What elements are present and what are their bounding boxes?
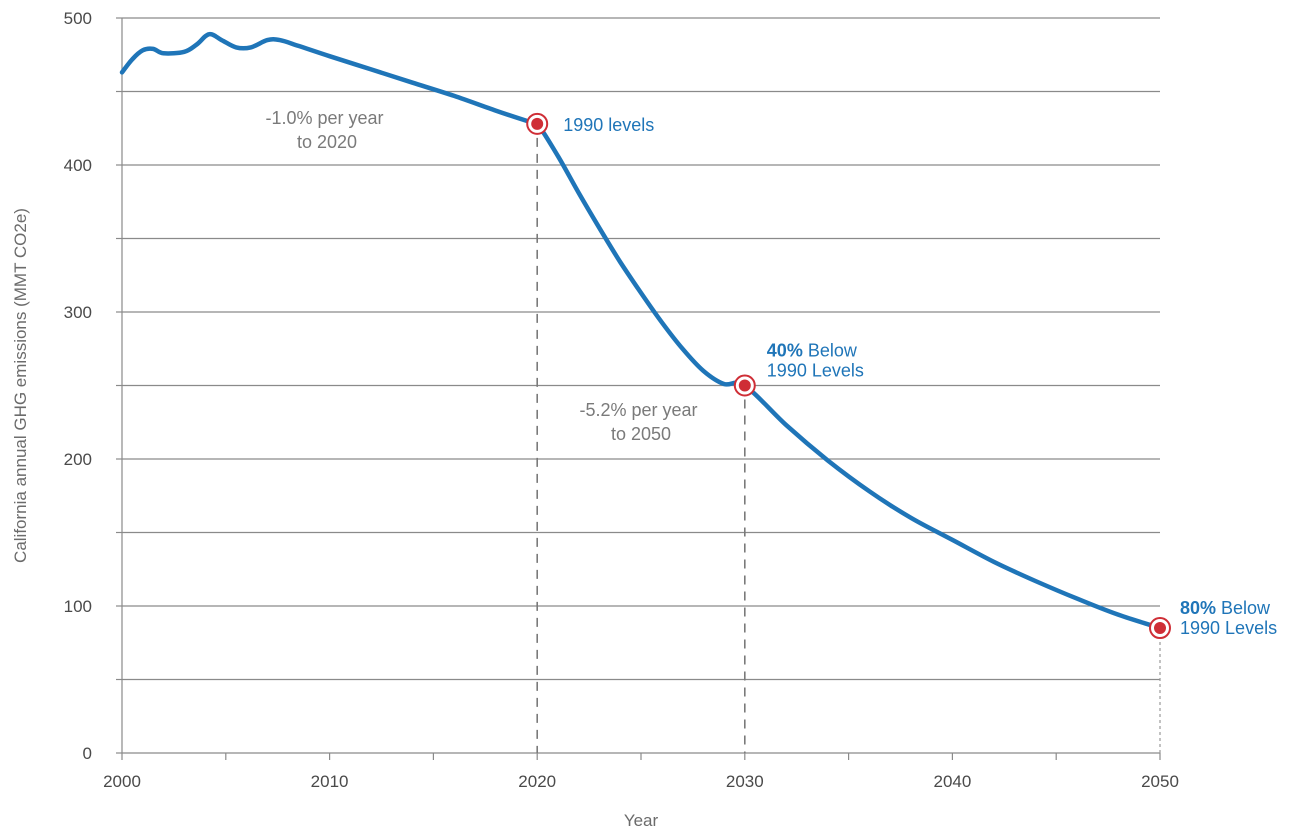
milestone-label-2050-percent: 80% xyxy=(1180,598,1216,618)
y-tick-label-300: 300 xyxy=(64,303,92,322)
y-tick-label-200: 200 xyxy=(64,450,92,469)
y-axis-title: California annual GHG emissions (MMT CO2… xyxy=(11,208,30,563)
y-tick-label-0: 0 xyxy=(83,744,92,763)
x-axis-title: Year xyxy=(624,811,659,830)
x-tick-label-2050: 2050 xyxy=(1141,772,1179,791)
y-tick-label-500: 500 xyxy=(64,9,92,28)
milestone-label-2020-text: 1990 levels xyxy=(563,115,654,135)
milestone-marker-2050 xyxy=(1154,622,1166,635)
milestone-label-2030-line2: 1990 Levels xyxy=(767,361,864,381)
milestone-label-2030-rest: Below xyxy=(803,341,858,361)
milestone-marker-2020 xyxy=(531,117,544,130)
x-tick-label-2000: 2000 xyxy=(103,772,141,791)
x-tick-label-2020: 2020 xyxy=(518,772,556,791)
x-tick-label-2040: 2040 xyxy=(933,772,971,791)
annotation-rate-2020-line1: -1.0% per year xyxy=(265,108,383,128)
milestone-label-2020: 1990 levels xyxy=(563,115,654,135)
milestone-markers xyxy=(526,112,1171,640)
milestone-label-2050-rest: Below xyxy=(1216,598,1271,618)
milestone-label-2030: 40% Below xyxy=(767,341,858,361)
milestone-label-2050: 80% Below xyxy=(1180,598,1271,618)
x-tick-label-2010: 2010 xyxy=(311,772,349,791)
milestone-guides xyxy=(536,137,1161,753)
y-tick-label-400: 400 xyxy=(64,156,92,175)
grid-lines xyxy=(122,17,1160,681)
annotation-rate-2050-line2: to 2050 xyxy=(611,424,671,444)
annotation-rate-2050: -5.2% per year to 2050 xyxy=(579,400,702,444)
annotation-rate-2020-line2: to 2020 xyxy=(297,132,357,152)
x-tick-label-2030: 2030 xyxy=(726,772,764,791)
y-tick-label-100: 100 xyxy=(64,597,92,616)
annotation-rate-2050-line1: -5.2% per year xyxy=(579,400,697,420)
milestone-label-2050-line2: 1990 Levels xyxy=(1180,618,1277,638)
axes xyxy=(116,17,1161,760)
labels-group: 2000 2010 2020 2030 2040 2050 0 100 200 300 400 500 xyxy=(64,9,1179,791)
milestone-label-2030-percent: 40% xyxy=(767,341,803,361)
annotation-rate-2020: -1.0% per year to 2020 xyxy=(265,108,388,152)
milestone-marker-2030 xyxy=(738,379,751,392)
